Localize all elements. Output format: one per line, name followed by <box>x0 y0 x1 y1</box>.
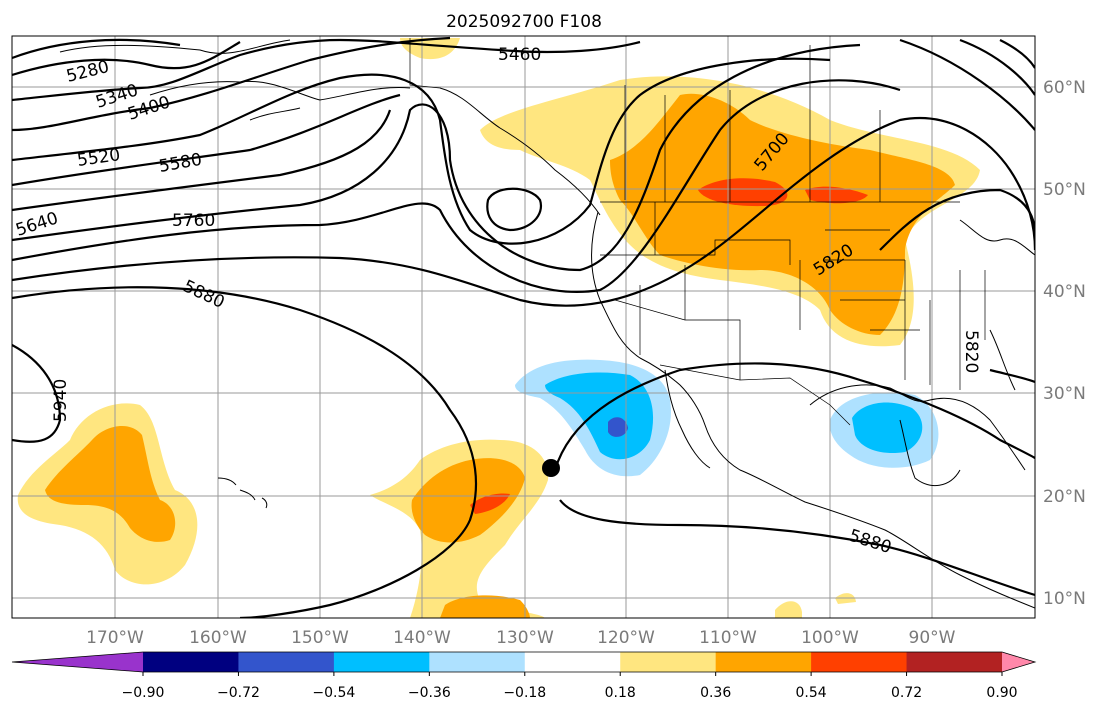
contour-5880-east <box>553 362 1035 597</box>
colorbar-tick-label: 0.90 <box>986 685 1017 701</box>
lat-label-30n: 30°N <box>1043 384 1086 404</box>
lon-label-130w: 130°W <box>496 628 554 648</box>
coastline-gulf <box>809 384 1026 486</box>
political-borders <box>409 38 986 426</box>
coastline-hawaii <box>217 477 268 509</box>
contour-5400 <box>12 38 341 102</box>
border-states <box>600 202 986 390</box>
contour-5460 <box>339 38 641 54</box>
lon-label-90w: 90°W <box>909 628 956 648</box>
border-alaska-canada <box>409 38 441 89</box>
lat-label-20n: 20°N <box>1043 487 1086 507</box>
colorbar-swatch <box>620 652 717 672</box>
coastline-east <box>959 219 1035 391</box>
contour-5940 <box>12 344 62 443</box>
contour-5580 <box>12 57 831 245</box>
colorbar-tick-label: −0.18 <box>503 685 546 701</box>
colorbar-swatch <box>238 652 335 672</box>
negative-anomaly-baja-center <box>608 417 628 437</box>
map-title: 2025092700 F108 <box>446 12 602 32</box>
colorbar-outline <box>11 651 1037 673</box>
contour-5820-inner <box>879 188 1035 251</box>
lat-label-60n: 60°N <box>1043 78 1086 98</box>
positive-anomaly-hawaii-east-core <box>411 458 525 543</box>
lon-label-100w: 100°W <box>801 628 859 648</box>
positive-anomaly-southeast <box>775 601 802 618</box>
colorbar-swatch <box>906 652 1003 672</box>
positive-anomaly-hawaii-west-core <box>45 425 176 542</box>
contour-5880 <box>12 286 478 618</box>
gridlines <box>12 36 1035 618</box>
colorbar-swatch <box>715 652 812 672</box>
lon-label-120w: 120°W <box>597 628 655 648</box>
lat-label-50n: 50°N <box>1043 180 1086 200</box>
storm-position-marker <box>542 459 560 477</box>
contour-label-5460: 5460 <box>498 45 541 65</box>
lat-label-40n: 40°N <box>1043 282 1086 302</box>
lon-label-150w: 150°W <box>291 628 349 648</box>
colorbar-swatch <box>811 652 908 672</box>
lon-label-140w: 140°W <box>393 628 451 648</box>
longitude-labels: 170°W 160°W 150°W 140°W 130°W 120°W 110°… <box>86 628 956 648</box>
contour-5700 <box>12 43 861 272</box>
colorbar-swatch <box>524 652 621 672</box>
positive-anomaly-sw-small <box>835 593 856 604</box>
lon-label-110w: 110°W <box>699 628 757 648</box>
positive-anomaly-hawaii-east-red <box>470 493 510 514</box>
coastline-baja <box>664 369 711 469</box>
border-us-mexico <box>659 364 851 426</box>
colorbar-tick-label: −0.54 <box>312 685 355 701</box>
lon-label-170w: 170°W <box>86 628 144 648</box>
coastline-alaska-panhandle <box>439 87 601 216</box>
colorbar: −0.90 −0.72 −0.54 −0.36 −0.18 0.18 0.36 0.54 0.7… <box>11 651 1037 701</box>
coastline-alaska <box>59 39 411 121</box>
contour-label-5760: 5760 <box>172 211 215 231</box>
anomaly-red-north-america-1 <box>698 178 788 207</box>
colorbar-swatch <box>429 652 526 672</box>
colorbar-extend-min <box>12 652 143 672</box>
contour-5520 <box>12 36 451 132</box>
colorbar-swatch <box>143 652 239 672</box>
colorbar-tick-label: −0.72 <box>217 685 260 701</box>
contour-5640 <box>12 93 401 212</box>
contour-5760 <box>12 79 901 293</box>
coastline-west-coast <box>591 211 1035 609</box>
colorbar-tick-label: 0.72 <box>891 685 922 701</box>
colorbar-tick-label: 0.18 <box>605 685 636 701</box>
anomaly-orange-north-america <box>610 93 955 335</box>
contour-5280 <box>12 38 181 60</box>
contour-5340 <box>12 41 241 77</box>
colorbar-extend-max <box>1002 652 1035 672</box>
contour-closed-low <box>486 187 543 232</box>
colorbar-tick-label: 0.36 <box>700 685 731 701</box>
contour-label-5820-b: 5820 <box>961 330 981 373</box>
map-panel: 5280 5340 5400 5460 5520 5580 5640 5700 … <box>11 35 1036 619</box>
colorbar-tick-label: −0.90 <box>122 685 165 701</box>
contour-5820 <box>12 117 1035 307</box>
map-frame <box>11 35 1036 619</box>
latitude-labels: 60°N 50°N 40°N 30°N 20°N 10°N <box>1043 78 1086 609</box>
lon-label-160w: 160°W <box>189 628 247 648</box>
colorbar-swatch <box>333 652 430 672</box>
border-provinces <box>624 45 881 202</box>
colorbar-tick-label: −0.36 <box>408 685 451 701</box>
lat-label-10n: 10°N <box>1043 589 1086 609</box>
contour-east-edge <box>899 38 1035 384</box>
anomaly-shading <box>17 38 980 618</box>
colorbar-tick-label: 0.54 <box>796 685 827 701</box>
positive-anomaly-hawaii-south <box>440 595 530 618</box>
coastlines <box>59 39 1035 609</box>
contour-label-5940: 5940 <box>51 379 71 422</box>
anomaly-red-north-america-2 <box>805 186 868 204</box>
height-contours <box>12 36 1035 618</box>
